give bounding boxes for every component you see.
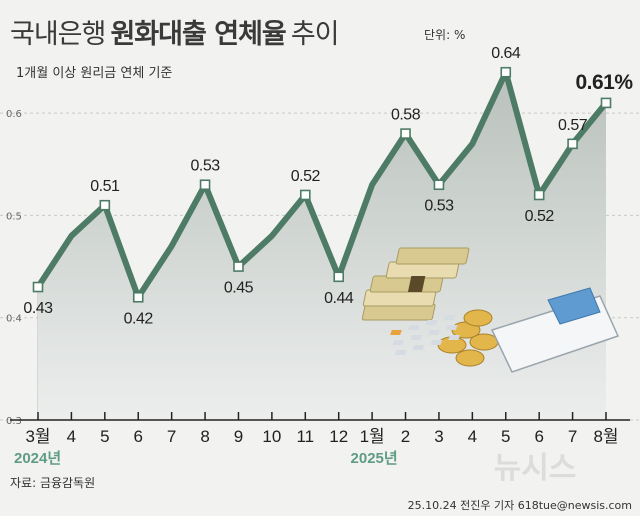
data-label: 0.64	[491, 45, 521, 62]
title-part2: 원화대출 연체율	[110, 19, 286, 50]
money-band-illustration	[407, 276, 426, 292]
money-bill-illustration	[395, 247, 470, 265]
source-note: 자료: 금융감독원	[10, 476, 96, 490]
year-label: 2024년	[14, 450, 61, 467]
x-tick-label: 2	[401, 427, 410, 446]
calculator-key-illustration	[428, 330, 440, 335]
x-tick-label: 4	[468, 427, 477, 446]
calculator-key-illustration	[392, 340, 405, 345]
data-label: 0.53	[190, 158, 220, 175]
data-point-marker	[400, 128, 411, 139]
data-label: 0.51	[90, 178, 120, 195]
x-tick-label: 10	[262, 427, 281, 446]
x-tick-label: 1월	[360, 427, 385, 446]
y-tick-label: 0.5	[6, 211, 22, 222]
data-label: 0.43	[23, 300, 53, 317]
y-tick-label: 0.4	[6, 314, 22, 325]
chart-title: 국내은행 원화대출 연체율 추이	[10, 12, 340, 51]
title-part1: 국내은행	[10, 19, 106, 50]
series-line	[35, 69, 609, 301]
x-tick-label: 5	[100, 427, 109, 446]
calculator-key-illustration	[443, 315, 456, 320]
data-point-marker	[567, 138, 578, 150]
x-tick-label: 8	[200, 427, 209, 446]
chart-subtitle: 1개월 이상 원리금 연체 기준	[16, 66, 173, 81]
credit-line: 25.10.24 전진우 기자 618tue@newsis.com	[407, 499, 632, 512]
calculator-key-illustration	[445, 325, 458, 330]
y-tick-label: 0.6	[6, 109, 22, 120]
calculator-key-illustration	[410, 335, 423, 340]
data-point-marker	[233, 261, 244, 272]
x-tick-label: 4	[67, 427, 76, 446]
data-point-marker	[299, 189, 311, 201]
data-label: 0.53	[424, 198, 454, 215]
data-label: 0.52	[291, 168, 321, 185]
data-label: 0.44	[324, 290, 354, 307]
data-label: 0.42	[124, 310, 154, 327]
calculator-key-illustration	[430, 340, 443, 345]
coin-illustration	[455, 349, 485, 367]
x-tick-label: 6	[534, 427, 543, 446]
x-tick-label: 12	[329, 427, 348, 446]
x-tick-label: 7	[167, 427, 176, 446]
data-point-marker	[600, 97, 612, 109]
data-point-marker	[32, 281, 44, 293]
data-point-marker	[333, 271, 345, 283]
data-point-marker	[199, 179, 211, 191]
calculator-key-illustration	[448, 335, 461, 340]
data-point-marker	[99, 199, 111, 211]
x-tick-label: 5	[501, 427, 510, 446]
y-tick-label: 0.3	[6, 416, 22, 427]
x-tick-label: 8월	[593, 427, 618, 446]
data-label: 0.58	[391, 107, 421, 124]
title-part3: 추이	[290, 19, 340, 50]
data-label: 0.52	[525, 208, 555, 225]
watermark-logo: 뉴시스	[494, 451, 577, 486]
data-point-marker	[132, 291, 144, 303]
x-tick-label: 9	[234, 427, 243, 446]
data-point-marker	[500, 66, 512, 78]
data-label: 0.45	[224, 280, 254, 297]
unit-label: 단위: %	[424, 28, 466, 42]
coin-illustration	[463, 309, 493, 327]
x-tick-label: 7	[568, 427, 577, 446]
x-tick-label: 3	[434, 427, 443, 446]
x-tick-label: 3월	[25, 427, 50, 446]
calculator-key-illustration	[407, 325, 420, 330]
data-label: 0.61%	[575, 71, 633, 94]
calculator-key-illustration	[390, 330, 402, 335]
data-point-marker	[533, 189, 545, 201]
data-label: 0.57	[558, 117, 588, 134]
year-label: 2025년	[351, 450, 398, 467]
calculator-key-illustration	[394, 350, 407, 355]
x-tick-label: 11	[296, 427, 314, 446]
x-tick-label: 6	[134, 427, 143, 446]
calculator-screen-illustration	[547, 287, 601, 325]
calculator-key-illustration	[425, 320, 438, 325]
data-point-marker	[433, 179, 445, 191]
calculator-key-illustration	[412, 345, 425, 350]
